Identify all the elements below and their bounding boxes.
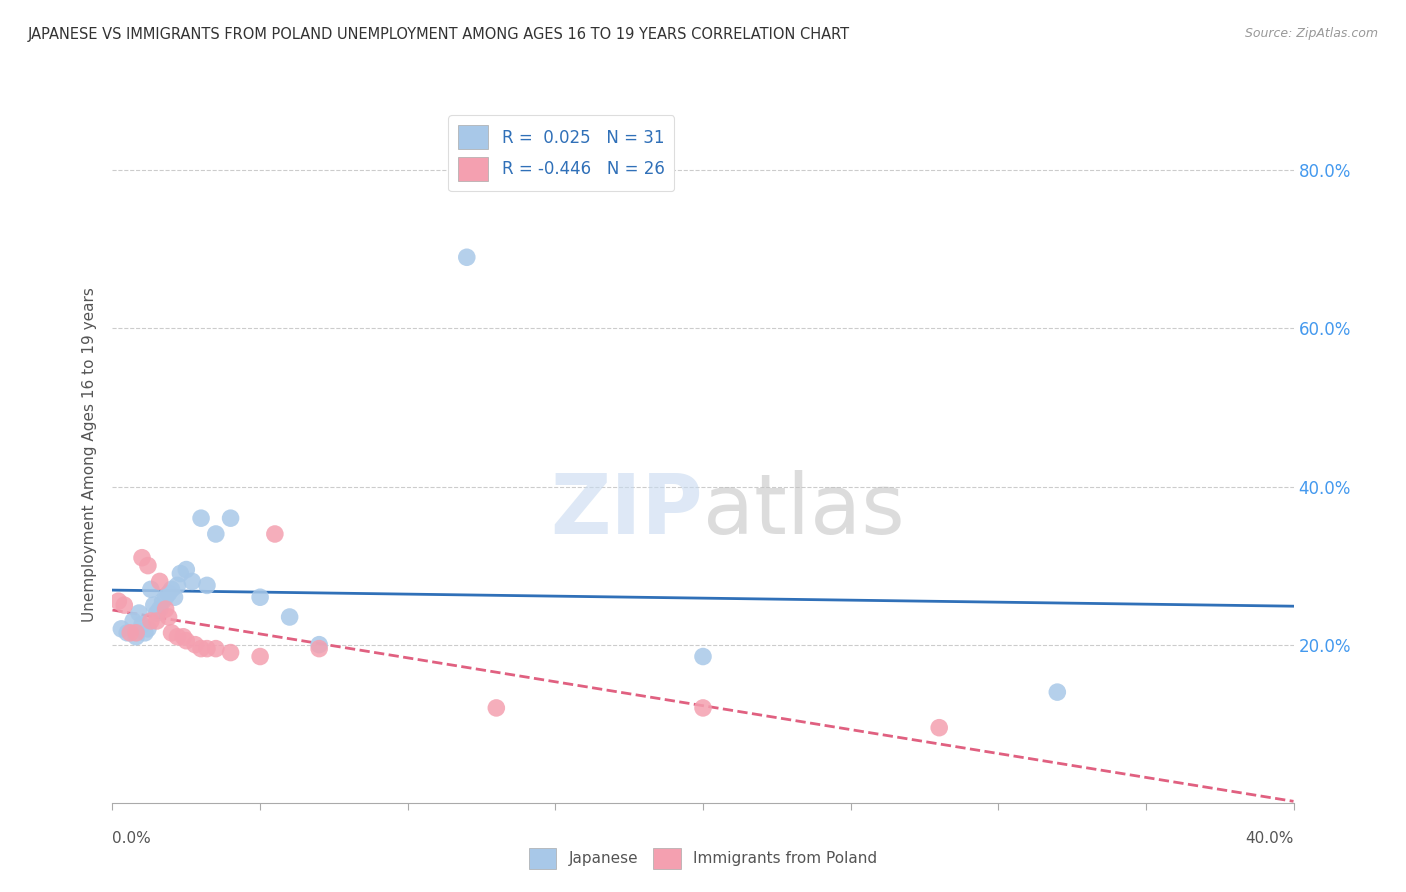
Point [219, 646, 242, 660]
Point [174, 633, 197, 648]
Point [149, 602, 172, 616]
Text: atlas: atlas [703, 470, 904, 551]
Point [308, 641, 330, 656]
Point [249, 649, 271, 664]
Point [195, 641, 218, 656]
Point [485, 701, 508, 715]
Point [157, 586, 180, 600]
Point [160, 582, 183, 597]
Point [155, 591, 177, 605]
Point [219, 511, 242, 525]
Point [166, 578, 188, 592]
Point [692, 701, 714, 715]
Text: JAPANESE VS IMMIGRANTS FROM POLAND UNEMPLOYMENT AMONG AGES 16 TO 19 YEARS CORREL: JAPANESE VS IMMIGRANTS FROM POLAND UNEMP… [28, 27, 851, 42]
Point [166, 630, 188, 644]
Point [205, 641, 228, 656]
Point [155, 602, 177, 616]
Point [278, 610, 301, 624]
Text: 40.0%: 40.0% [1246, 831, 1294, 846]
Point [110, 622, 132, 636]
Point [928, 721, 950, 735]
Point [122, 614, 145, 628]
Point [117, 625, 138, 640]
Point [107, 594, 129, 608]
Point [142, 598, 165, 612]
Point [139, 582, 162, 597]
Point [184, 638, 207, 652]
Point [190, 641, 212, 656]
Point [131, 550, 153, 565]
Point [190, 511, 212, 525]
Legend: Japanese, Immigrants from Poland: Japanese, Immigrants from Poland [523, 841, 883, 875]
Point [125, 630, 148, 644]
Point [125, 625, 148, 640]
Point [205, 527, 228, 541]
Point [146, 614, 169, 628]
Point [692, 649, 714, 664]
Point [249, 591, 271, 605]
Point [120, 625, 142, 640]
Point [174, 563, 197, 577]
Point [160, 625, 183, 640]
Point [172, 630, 194, 644]
Point [134, 625, 156, 640]
Point [456, 250, 478, 264]
Text: Source: ZipAtlas.com: Source: ZipAtlas.com [1244, 27, 1378, 40]
Y-axis label: Unemployment Among Ages 16 to 19 years: Unemployment Among Ages 16 to 19 years [82, 287, 97, 623]
Point [157, 610, 180, 624]
Point [163, 591, 186, 605]
Point [139, 614, 162, 628]
Text: ZIP: ZIP [551, 470, 703, 551]
Point [308, 638, 330, 652]
Point [128, 606, 150, 620]
Point [112, 598, 135, 612]
Point [169, 566, 191, 581]
Point [181, 574, 204, 589]
Point [136, 558, 159, 573]
Point [131, 618, 153, 632]
Point [264, 527, 287, 541]
Point [146, 606, 169, 620]
Point [152, 594, 174, 608]
Point [149, 574, 172, 589]
Legend: R =  0.025   N = 31, R = -0.446   N = 26: R = 0.025 N = 31, R = -0.446 N = 26 [449, 115, 675, 191]
Text: 0.0%: 0.0% [112, 831, 152, 846]
Point [195, 578, 218, 592]
Point [136, 622, 159, 636]
Point [1046, 685, 1069, 699]
